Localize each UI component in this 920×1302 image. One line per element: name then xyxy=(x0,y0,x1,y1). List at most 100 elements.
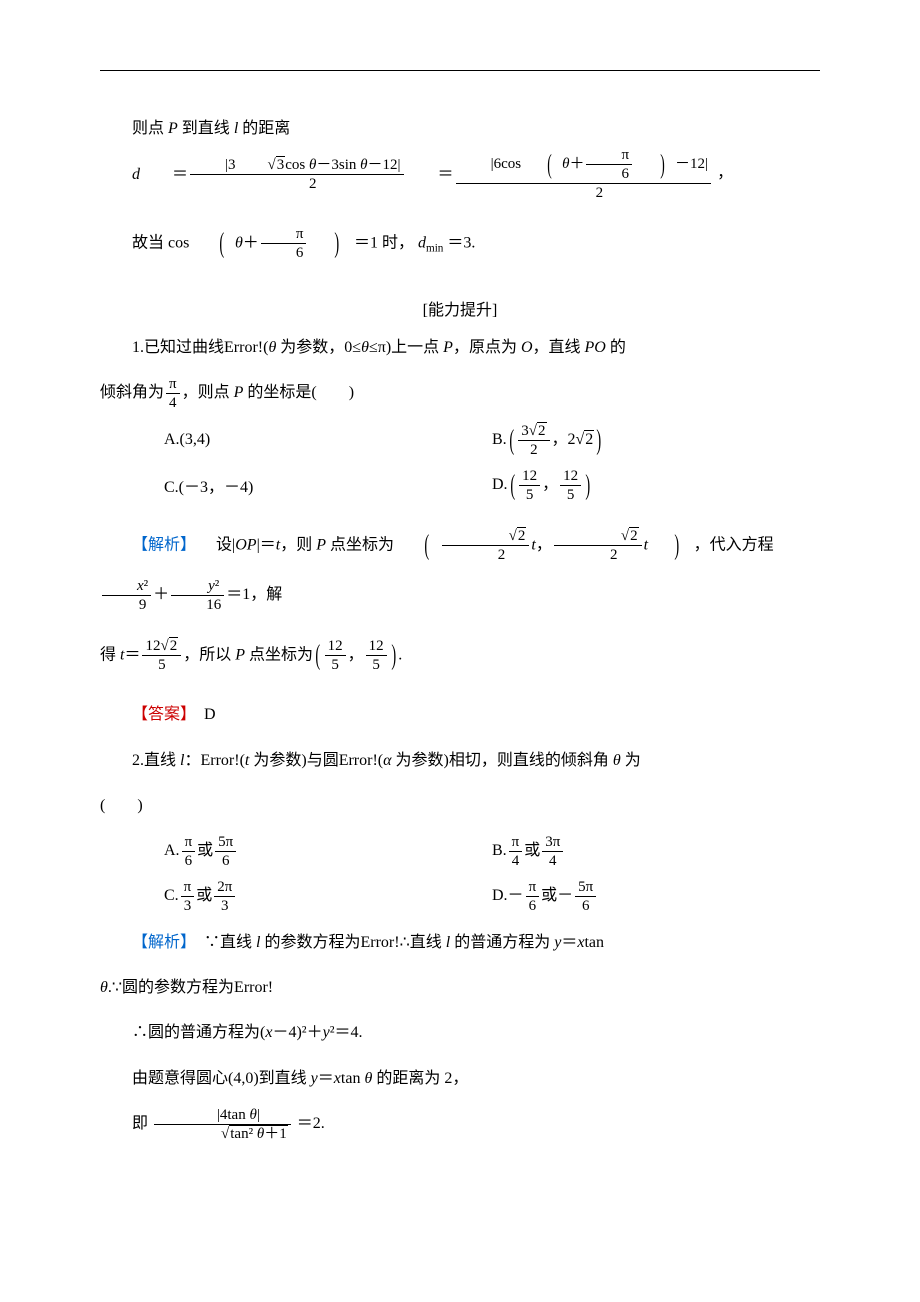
section-header: [能力提升] xyxy=(100,296,820,320)
error-text: Error! xyxy=(224,339,263,356)
text: 设| xyxy=(200,536,235,553)
q2-analysis-line3: ∴圆的普通方程为(x－4)²＋y²＝4. xyxy=(100,1015,820,1050)
q2-options-row1: A.π6或5π6 B.π4或3π4 xyxy=(164,833,820,870)
q2-stem-line2: ( ) xyxy=(100,788,820,823)
text: 为参数)相切，则直线的倾斜角 xyxy=(392,752,613,769)
text: 的距离 xyxy=(242,120,290,137)
q1-options-row1: A.(3,4) B.(322，22) xyxy=(164,422,820,459)
var-d: d xyxy=(100,157,140,192)
var-y: y xyxy=(311,1070,318,1087)
text: 的坐标是( ) xyxy=(243,384,354,401)
text: 则点 xyxy=(132,120,168,137)
text: ∴直线 xyxy=(400,934,446,951)
q2-options-row2: C.π3或2π3 D.－π6或－5π6 xyxy=(164,878,820,915)
text: ＝1 时， xyxy=(354,235,414,252)
text: 故当 cos xyxy=(132,235,189,252)
q2-analysis-line5: 即 |4tan θ| tan² θ＋1 ＝2. xyxy=(100,1106,820,1143)
text: 的 xyxy=(606,339,626,356)
answer-label: 【答案】 xyxy=(132,706,188,723)
distance-equation: d ＝ |33cos θ－3sin θ－12| 2 ＝ |6cos(θ＋π6)－… xyxy=(100,146,713,202)
equals: ＝ xyxy=(140,157,188,192)
den: 2 xyxy=(456,184,712,202)
text: ，原点为 xyxy=(453,339,521,356)
var-d: d xyxy=(418,235,426,252)
text: 为参数)与圆 xyxy=(249,752,338,769)
text: ，则点 xyxy=(182,384,234,401)
q1-options-row2: C.(－3，－4) D.(125，125) xyxy=(164,467,820,504)
text: 得 xyxy=(100,646,120,663)
option-C: C.π3或2π3 xyxy=(164,878,492,915)
abs-close: | xyxy=(705,156,708,172)
option-A: A.(3,4) xyxy=(164,431,492,449)
text: 的参数方程为 xyxy=(260,934,360,951)
q2-analysis-line2: θ.∵圆的参数方程为Error! xyxy=(100,970,820,1005)
text: |＝ xyxy=(257,536,276,553)
den: 2 xyxy=(190,175,404,193)
option-D: D.(125，125) xyxy=(492,467,820,504)
answer-value: D xyxy=(188,706,216,723)
var-theta: θ xyxy=(361,339,369,356)
error-text: Error! xyxy=(339,752,378,769)
text: ∵直线 xyxy=(188,934,256,951)
sub-min: min xyxy=(426,243,443,255)
analysis-label: 【解析】 xyxy=(132,536,196,553)
text: 的普通方程为 xyxy=(450,934,554,951)
option-C: C.(－3，－4) xyxy=(164,473,492,497)
fraction-1: |33cos θ－3sin θ－12| 2 xyxy=(190,156,404,193)
q1-stem-line1: 1.已知过曲线Error!(θ 为参数，0≤θ≤π)上一点 P，原点为 O，直线… xyxy=(100,330,820,365)
text: 直线 xyxy=(144,752,180,769)
paren-close: ) xyxy=(319,212,340,275)
text: ＝2. xyxy=(297,1115,325,1132)
paren-open: ( xyxy=(204,212,225,275)
text: 由题意得圆心(4,0)到直线 xyxy=(132,1070,311,1087)
option-B: B.(322，22) xyxy=(492,422,820,459)
var-P: P xyxy=(235,646,245,663)
text: 已知过曲线 xyxy=(144,339,224,356)
text: 为 xyxy=(621,752,641,769)
option-D: D.－π6或－5π6 xyxy=(492,878,820,915)
text: 的距离为 2， xyxy=(372,1070,468,1087)
q2-analysis-line4: 由题意得圆心(4,0)到直线 y＝xtan θ 的距离为 2， xyxy=(100,1061,820,1096)
text: 点坐标为 xyxy=(245,646,313,663)
fraction-2: |6cos(θ＋π6)－12| 2 xyxy=(456,146,712,202)
option-B: B.π4或3π4 xyxy=(492,833,820,870)
text: 点坐标为 xyxy=(326,536,394,553)
option-A: A.π6或5π6 xyxy=(164,833,492,870)
var-theta: θ xyxy=(613,752,621,769)
text: ＝3. xyxy=(447,235,475,252)
var-P: P xyxy=(316,536,326,553)
var-O: O xyxy=(521,339,533,356)
var-P: P xyxy=(234,384,244,401)
text: ＝1，解 xyxy=(226,586,282,603)
q1-analysis-line1: 【解析】 设|OP|＝t，则 P 点坐标为 (22t，22t) ，代入方程 x²… xyxy=(100,514,820,614)
text: 倾斜角为 xyxy=(100,384,164,401)
q-number: 1. xyxy=(132,339,144,356)
text: ，直线 xyxy=(533,339,585,356)
text: ，代入方程 xyxy=(694,536,774,553)
var-theta: θ xyxy=(100,979,108,996)
var-PO: PO xyxy=(585,339,606,356)
fraction: π6 xyxy=(261,225,307,262)
text: ， xyxy=(717,165,733,182)
q2-analysis-line1: 【解析】 ∵直线 l 的参数方程为Error!∴直线 l 的普通方程为 y＝xt… xyxy=(100,925,820,960)
top-rule xyxy=(100,70,820,71)
text: 为参数，0≤ xyxy=(276,339,361,356)
q1-stem-line2: 倾斜角为π4，则点 P 的坐标是( ) xyxy=(100,375,820,412)
fraction: |4tan θ| tan² θ＋1 xyxy=(154,1106,291,1143)
var-OP: OP xyxy=(235,536,256,553)
error-text: Error! xyxy=(234,979,273,996)
var-P: P xyxy=(168,120,178,137)
equals: ＝ xyxy=(406,157,454,192)
q2-stem-line1: 2.直线 l：Error!(t 为参数)与圆Error!(α 为参数)相切，则直… xyxy=(100,743,820,778)
var-P: P xyxy=(443,339,453,356)
error-text: Error! xyxy=(361,934,400,951)
text: .∵圆的参数方程为 xyxy=(108,979,234,996)
q1-answer: 【答案】 D xyxy=(100,697,820,732)
fraction: π4 xyxy=(166,375,180,412)
text: ≤π)上一点 xyxy=(369,339,443,356)
text: ，所以 xyxy=(183,646,235,663)
q1-analysis-line2: 得 t＝1225，所以 P 点坐标为(125，125). xyxy=(100,624,820,687)
var-l: l xyxy=(234,120,238,137)
num: |33cos θ－3sin θ－12| xyxy=(225,157,401,173)
solution-line-2: 故当 cos (θ＋π6) ＝1 时， dmin ＝3. xyxy=(100,212,820,275)
